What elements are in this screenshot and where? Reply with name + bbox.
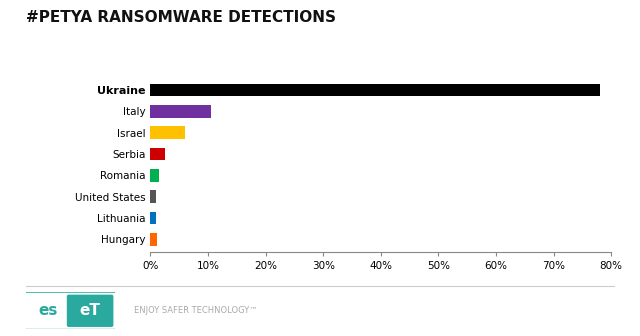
Text: ENJOY SAFER TECHNOLOGY™: ENJOY SAFER TECHNOLOGY™ <box>134 306 258 315</box>
Bar <box>150 233 157 246</box>
Bar <box>150 105 211 118</box>
Bar <box>150 126 185 139</box>
Bar <box>150 190 156 203</box>
FancyBboxPatch shape <box>24 291 117 330</box>
Bar <box>150 148 165 160</box>
Bar <box>150 169 159 182</box>
Bar <box>150 84 600 96</box>
FancyBboxPatch shape <box>67 295 113 327</box>
Bar <box>150 212 156 224</box>
Text: es: es <box>38 303 58 318</box>
Text: eT: eT <box>79 303 100 318</box>
Text: #PETYA RANSOMWARE DETECTIONS: #PETYA RANSOMWARE DETECTIONS <box>26 10 335 25</box>
